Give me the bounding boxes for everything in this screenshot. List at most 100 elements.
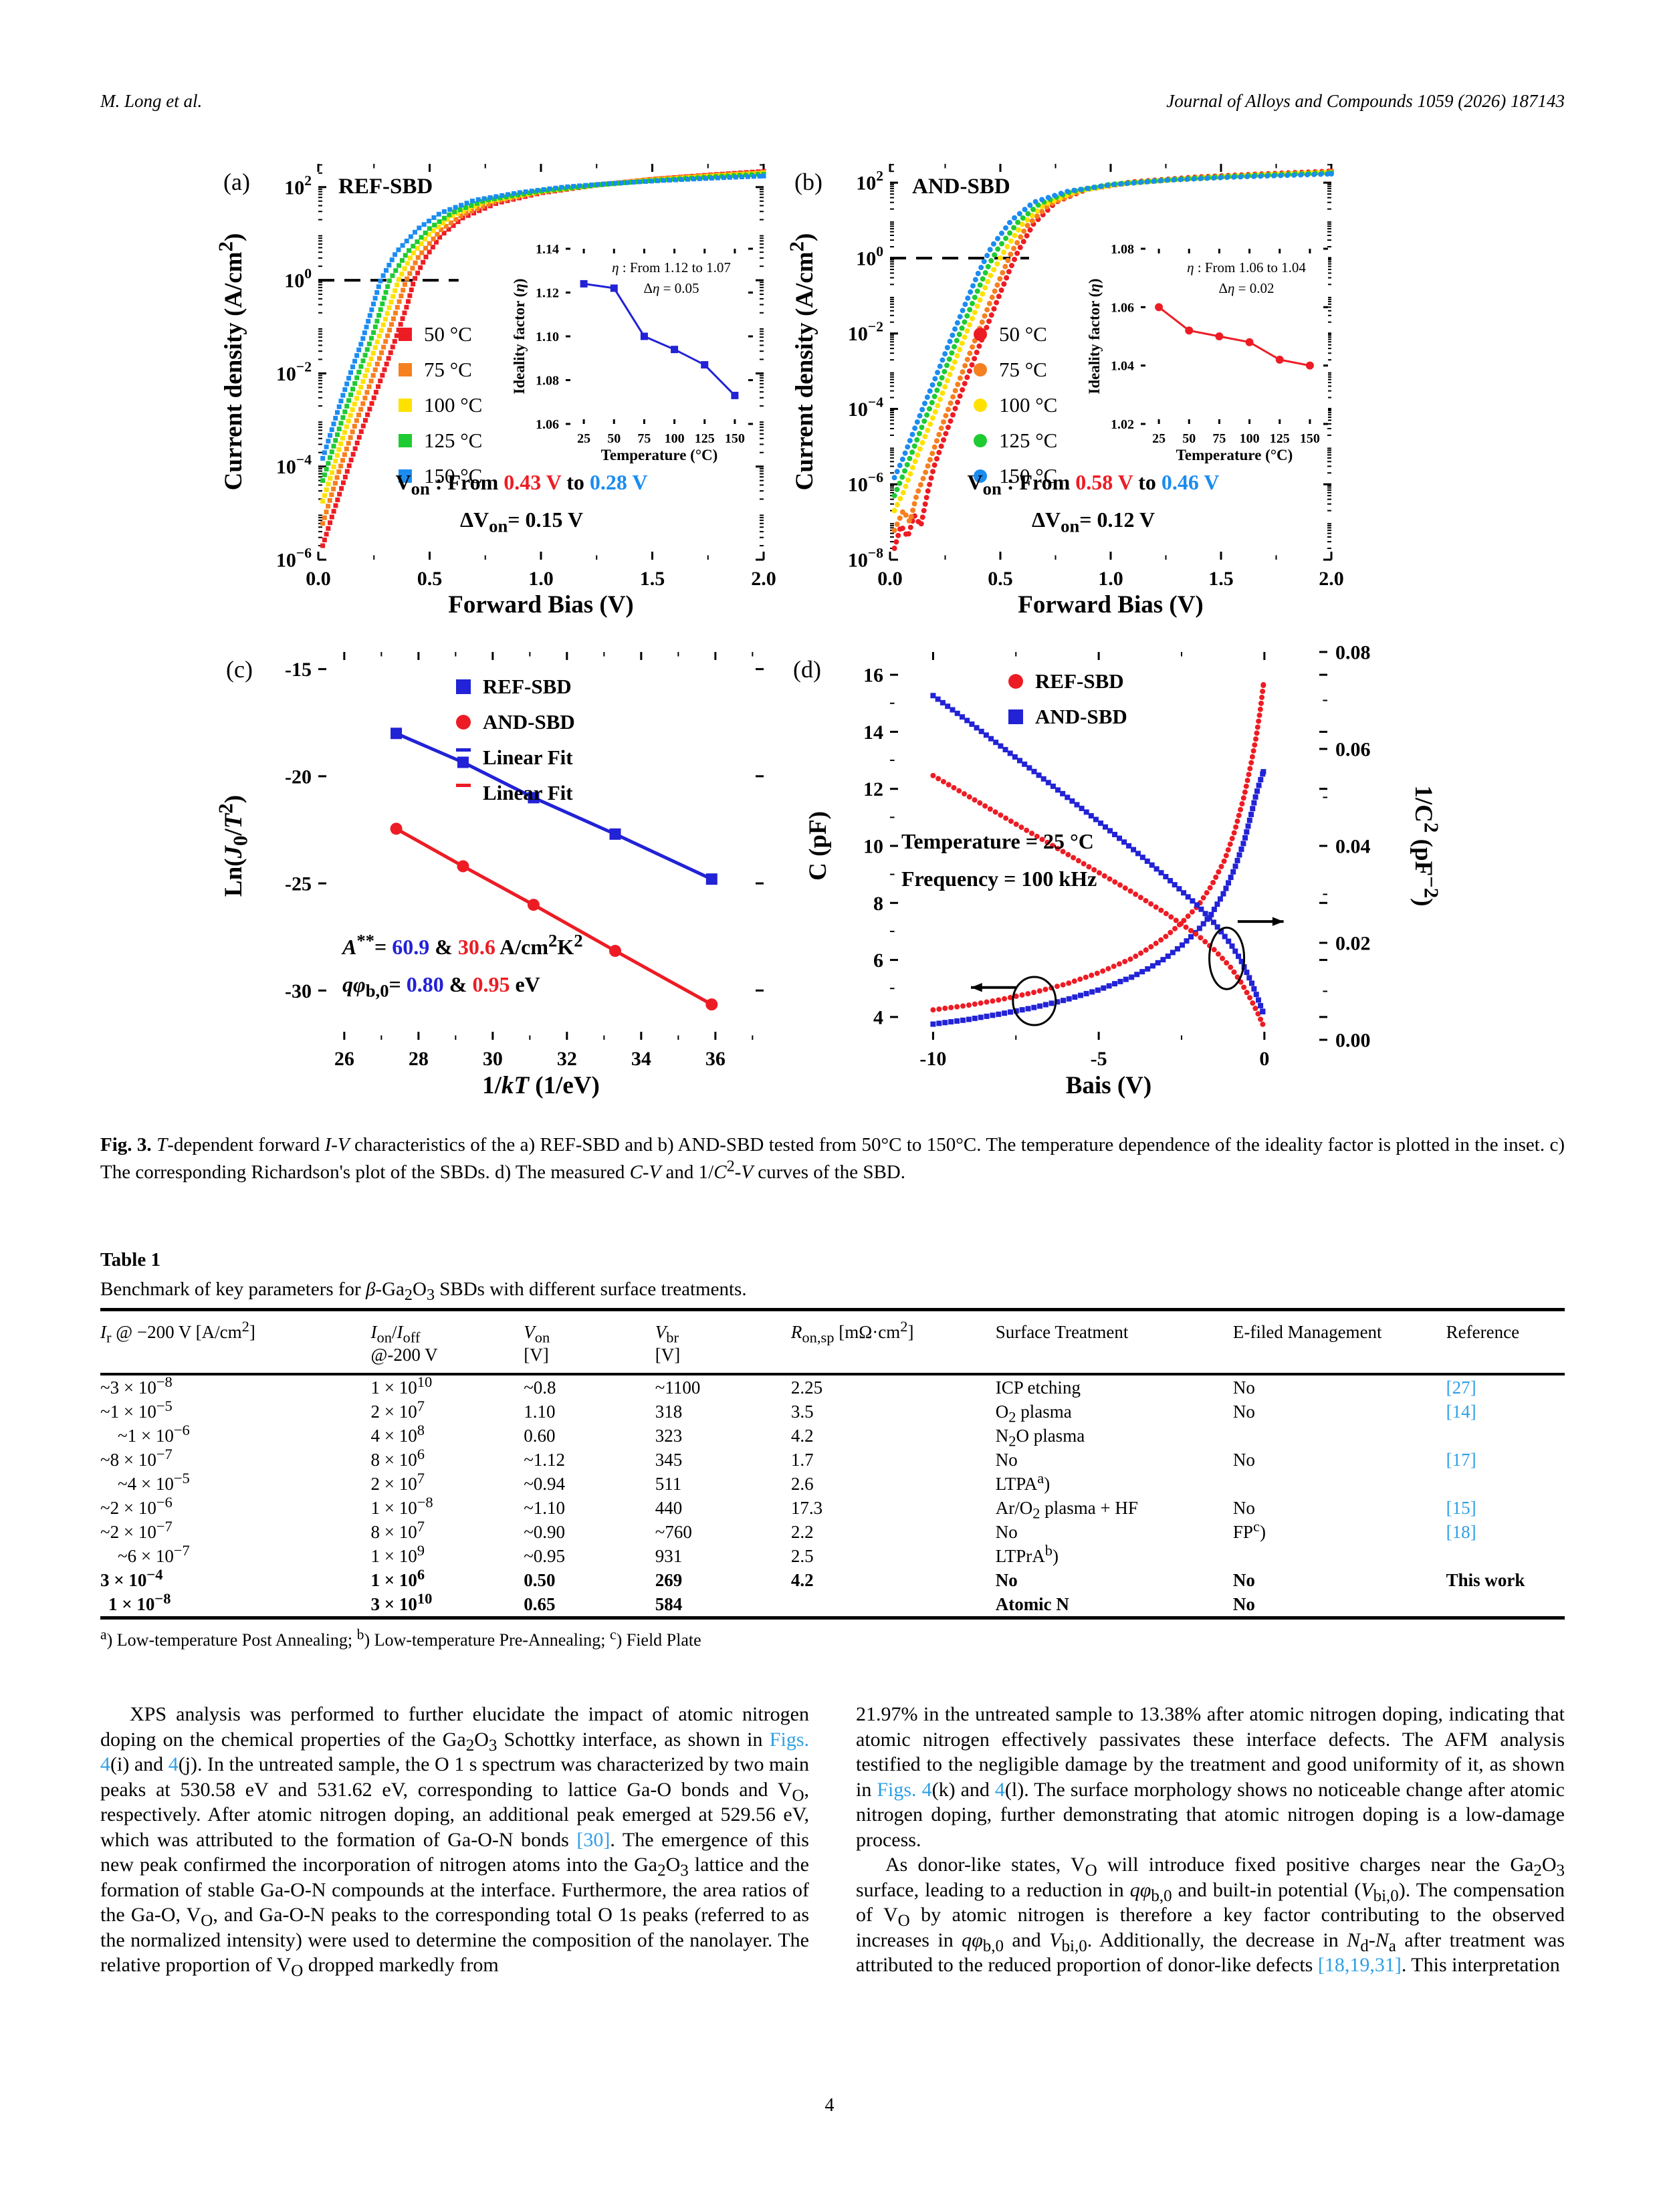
legend-item: REF-SBD	[1008, 663, 1127, 699]
citation-link[interactable]: 4	[168, 1753, 179, 1775]
inset-x-label: Temperature (°C)	[600, 447, 718, 463]
column-header: Von [V]	[524, 1322, 550, 1365]
legend-item: 125 °C	[974, 423, 1057, 458]
citation-link[interactable]: [27]	[1446, 1377, 1476, 1398]
table-cell: 323	[655, 1426, 683, 1446]
svg-text:1.04: 1.04	[1111, 359, 1134, 374]
annotation-text: η : From 1.12 to 1.07	[612, 259, 731, 275]
legend: REF-SBD AND-SBD Linear Fit Linear Fit	[456, 669, 575, 810]
annotation-text: qφb,0= 0.80 & 0.95 eV	[342, 972, 540, 1001]
column-header: Vbr [V]	[655, 1322, 681, 1365]
highlighted-value: 0.58 V	[1075, 470, 1133, 494]
citation-link[interactable]: [14]	[1446, 1402, 1476, 1422]
iv-chart-ref-sbd: 0.0 0.5 1.0 1.5 2.0 10−6 10−4 10−2 100 102	[194, 144, 776, 639]
highlighted-value: 30.6	[457, 935, 495, 959]
panel-annotations: Von : From 0.58 V to 0.46 V ΔVon= 0.12 V	[899, 470, 1287, 545]
highlighted-value: 0.46 V	[1161, 470, 1220, 494]
table-row: ~1 × 10−6 4 × 108 0.60 323 4.2 N2O plasma	[100, 1422, 1565, 1448]
table-cell: ~1.10	[524, 1498, 566, 1518]
inset-ideality-and: 25 50 75 100 125 150 1.02 1.04 1.06 1.08 Temperat…	[1083, 234, 1337, 475]
legend-item: AND-SBD	[1008, 699, 1127, 734]
legend-circle-marker-icon	[974, 362, 987, 376]
table-cell: ~1 × 10−5	[100, 1398, 173, 1422]
citation-link[interactable]: [18,19,31]	[1317, 1954, 1402, 1976]
table-cell: [17]	[1446, 1448, 1565, 1472]
table-cell: 3.5	[790, 1402, 814, 1422]
svg-text:-5: -5	[1091, 1048, 1107, 1070]
figure-panel-a: 0.0 0.5 1.0 1.5 2.0 10−6 10−4 10−2 100 102 (a) RE…	[194, 144, 776, 639]
table-cell: LTPAa)	[995, 1470, 1050, 1494]
highlighted-value: 0.28 V	[589, 470, 648, 494]
table-cell: No	[1232, 1450, 1255, 1470]
legend-item: Linear Fit	[456, 775, 575, 810]
legend-item: 75 °C	[399, 352, 482, 387]
legend-item: 100 °C	[974, 387, 1057, 423]
svg-text:0.02: 0.02	[1335, 933, 1371, 955]
richardson-chart: 26 28 30 32 34 36 -15 -20 -25 -30	[194, 635, 776, 1117]
legend-item: 125 °C	[399, 423, 482, 458]
citation-link[interactable]: [18]	[1446, 1522, 1476, 1542]
legend-label: AND-SBD	[483, 709, 575, 734]
table-cell: 2.6	[790, 1474, 814, 1494]
svg-text:1.5: 1.5	[640, 568, 665, 590]
svg-text:10−2: 10−2	[848, 319, 883, 346]
page-number: 4	[824, 2095, 835, 2116]
svg-text:0.06: 0.06	[1335, 739, 1371, 761]
annotation-text: Δη = 0.02	[1218, 280, 1275, 296]
citation-link[interactable]: [15]	[1446, 1498, 1476, 1518]
table-cell: 511	[655, 1474, 682, 1494]
svg-text:100: 100	[665, 431, 685, 446]
figure-panel-d: -10 -5 0 4 6 8 10 12 14 16 0.00 0.02 0.04 0.06 0.08 (d…	[762, 635, 1458, 1117]
table-cell: 8 × 106	[370, 1446, 425, 1470]
legend-label: Linear Fit	[483, 745, 573, 769]
table-row: ~1 × 10−5 2 × 107 1.10 318 3.5 O2 plasma No [14…	[100, 1398, 1565, 1426]
annotation-text: Δη = 0.05	[643, 280, 699, 296]
table-cell: No	[995, 1450, 1018, 1470]
citation-link[interactable]: [30]	[576, 1828, 611, 1851]
svg-text:14: 14	[863, 722, 883, 744]
legend-label: 150 °C	[999, 463, 1058, 487]
svg-text:1.0: 1.0	[528, 568, 554, 590]
svg-text:8: 8	[873, 893, 883, 915]
svg-text:10−8: 10−8	[848, 545, 883, 572]
column-header: Reference	[1446, 1322, 1520, 1342]
table-cell: No	[1232, 1594, 1255, 1614]
inset-annotations: η : From 1.12 to 1.07 Δη = 0.05	[594, 259, 749, 301]
iv-chart-and-sbd: 0.0 0.5 1.0 1.5 2.0 10−8 10−6 10−4 10−2 100 102	[762, 144, 1458, 639]
table-cell	[1446, 1592, 1565, 1618]
inset-ideality-ref: 25 50 75 100 125 150 1.06 1.08 1.10 1.12 1.14 Temp…	[508, 234, 762, 475]
table-row: ~2 × 10−7 8 × 107 ~0.90 ~760 2.2 No FPc) [18]	[100, 1518, 1565, 1544]
legend-square-marker-icon	[1008, 709, 1023, 724]
table-cell: O2 plasma	[995, 1402, 1072, 1426]
legend-square-marker-icon	[399, 398, 412, 412]
table-cell	[1446, 1544, 1565, 1568]
svg-text:-20: -20	[285, 766, 312, 788]
table-cell: ~8 × 10−7	[100, 1446, 173, 1470]
svg-text:50: 50	[607, 431, 621, 446]
svg-text:1.12: 1.12	[536, 286, 559, 301]
svg-text:75: 75	[1212, 431, 1226, 446]
table-body: ~3 × 10−8 1 × 1010 ~0.8 ~1100 2.25 ICP etchin…	[100, 1374, 1565, 1618]
table-cell: 1.7	[790, 1450, 814, 1470]
svg-text:1.06: 1.06	[1111, 300, 1134, 315]
column-header: Ion/Ioff @-200 V	[370, 1322, 438, 1365]
table-cell	[1233, 1544, 1446, 1568]
table-cell: 440	[655, 1498, 683, 1518]
legend-label: AND-SBD	[1035, 704, 1127, 728]
svg-text:1.02: 1.02	[1111, 417, 1134, 432]
legend-label: Linear Fit	[483, 780, 573, 804]
table-cell: [15]	[1446, 1496, 1565, 1520]
citation-link[interactable]: Figs. 4	[100, 1728, 809, 1776]
table-cell: 3 × 1010	[370, 1590, 433, 1614]
citation-link[interactable]: [17]	[1446, 1450, 1476, 1470]
citation-link[interactable]: Figs. 4	[877, 1778, 932, 1801]
table-cell: 269	[655, 1570, 683, 1590]
table-cell: 17.3	[790, 1498, 823, 1518]
body-column-right: 21.97% in the untreated sample to 13.38%…	[856, 1702, 1565, 1978]
citation-link[interactable]: 4	[994, 1778, 1005, 1801]
body-column-left: XPS analysis was performed to further el…	[100, 1702, 809, 1979]
panel-title: REF-SBD	[338, 175, 433, 199]
table-cell: 0.60	[524, 1426, 556, 1446]
legend-label: 75 °C	[999, 357, 1047, 381]
table-cell: ~2 × 10−7	[100, 1518, 173, 1542]
